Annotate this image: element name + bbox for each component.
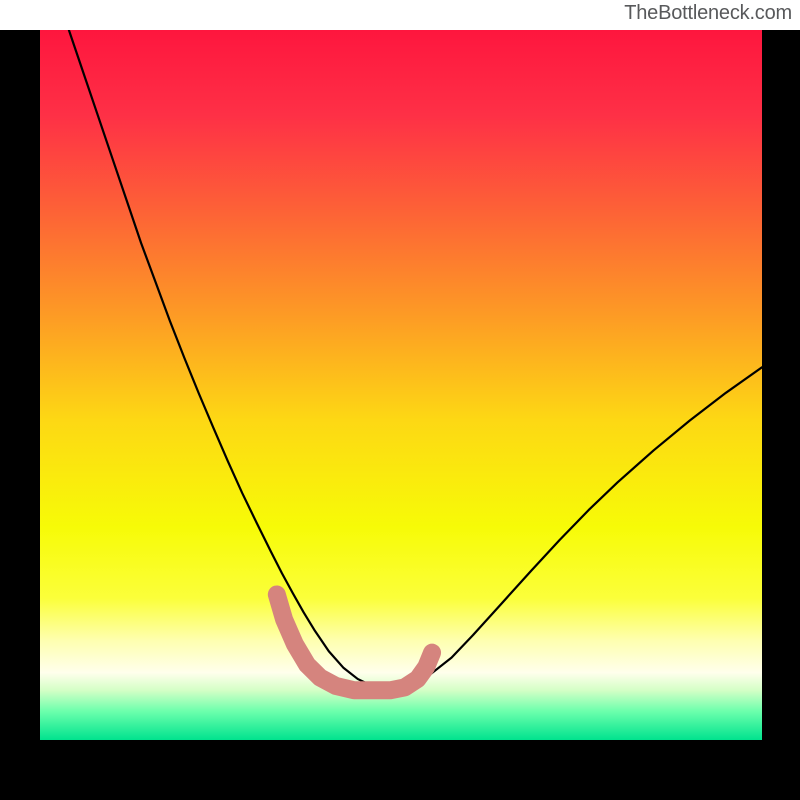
watermark-text: TheBottleneck.com — [624, 2, 792, 25]
chart-frame — [0, 30, 800, 800]
plot-area — [40, 30, 762, 740]
bottleneck-chart-svg — [40, 30, 762, 740]
gradient-background — [40, 30, 762, 740]
